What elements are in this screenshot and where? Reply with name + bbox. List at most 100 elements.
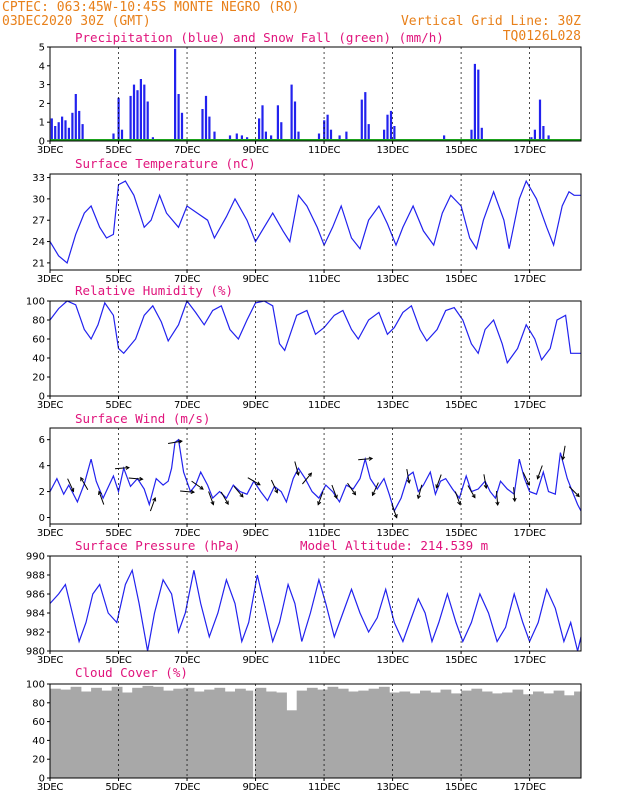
panel-rh: Relative Humidity (%) 0 20 40 60 80 100 3DEC 5DE…: [26, 283, 582, 411]
wind-arrow: [220, 491, 229, 505]
y-tick-label: 80: [32, 316, 45, 327]
precip-bar: [360, 99, 363, 141]
x-tick-label: 9DEC: [242, 274, 268, 285]
wind-arrow: [247, 477, 261, 486]
x-tick-label: 9DEC: [242, 145, 268, 156]
wind-arrow: [191, 480, 204, 490]
precip-bar: [132, 84, 136, 141]
precip-bar: [228, 135, 232, 141]
precip-bar: [477, 69, 480, 141]
cloud-gap: [253, 684, 255, 778]
x-tick-label: 5DEC: [105, 655, 131, 666]
cloud-bar: [183, 687, 195, 778]
wind-arrow-head: [308, 472, 313, 477]
cloud-bar: [276, 692, 287, 778]
precip-bar: [386, 114, 389, 141]
cloud-bar: [543, 693, 555, 778]
wind-arrow-head: [406, 479, 411, 484]
precip-bar: [326, 114, 329, 141]
panel-wind: Surface Wind (m/s) 0 2 4 6 3DEC 5DEC 7DEC 9DEC 11…: [37, 411, 582, 539]
precip-bar: [204, 95, 208, 141]
wind-frame: [49, 427, 582, 525]
y-tick-label: 27: [32, 216, 45, 227]
x-tick-label: 11DEC: [308, 400, 341, 411]
precip-bar: [297, 131, 300, 141]
precip-bar: [174, 48, 177, 141]
precip-bar: [443, 135, 446, 141]
cloud-bar: [235, 688, 246, 778]
y-tick-label: 100: [26, 297, 45, 308]
precip-bar: [547, 135, 550, 141]
wind-arrow: [537, 465, 543, 479]
wind-arrow: [358, 458, 373, 461]
cloud-bar: [337, 688, 349, 778]
pressure-line: [49, 568, 582, 652]
x-tick-label: 11DEC: [308, 528, 341, 539]
x-tick-label: 3DEC: [37, 274, 63, 285]
wind-arrow: [331, 484, 338, 499]
precip-bar: [290, 84, 293, 141]
y-tick-label: 40: [32, 354, 45, 365]
precip-bar: [136, 90, 139, 141]
precip-frame: [49, 46, 582, 142]
cloud-bar: [491, 693, 503, 778]
precip-bar: [542, 126, 545, 141]
x-tick-label: 13DEC: [376, 528, 409, 539]
wind-arrow-head: [98, 490, 102, 495]
wind-arrow-head: [80, 476, 84, 482]
y-tick-label: 21: [32, 258, 45, 269]
x-tick-label: 17DEC: [513, 528, 546, 539]
precip-bar: [74, 94, 77, 141]
x-tick-label: 17DEC: [513, 274, 546, 285]
cloud-bar: [440, 689, 452, 778]
cloud-bar: [70, 686, 82, 778]
cloud-bar: [461, 690, 472, 778]
y-tick-label: 30: [32, 194, 45, 205]
cloud-bar: [286, 710, 298, 778]
precip-bar: [67, 127, 70, 141]
y-tick-label: 6: [39, 435, 45, 446]
cloud-bar: [450, 693, 462, 778]
precip-bar: [120, 129, 124, 141]
cloud-bar: [522, 694, 534, 778]
rh-frame: [49, 300, 582, 397]
cloud-title: Cloud Cover (%): [75, 665, 188, 680]
cloud-bar: [348, 691, 359, 778]
cloud-bar: [245, 690, 257, 778]
precip-bar: [317, 133, 321, 141]
y-tick-label: 0: [39, 774, 45, 785]
x-tick-label: 3DEC: [37, 528, 63, 539]
x-tick-label: 15DEC: [445, 655, 478, 666]
wind-arrow-head: [239, 493, 244, 498]
wind-arrow: [208, 491, 214, 505]
wind-arrow-head: [190, 489, 196, 495]
precip-bar: [293, 101, 297, 141]
wind-arrow: [483, 474, 487, 489]
x-tick-label: 15DEC: [445, 274, 478, 285]
cloud-bar: [265, 691, 277, 778]
y-tick-label: 980: [26, 647, 45, 658]
y-tick-label: 986: [26, 590, 45, 601]
precip-bar: [71, 112, 74, 141]
precip-bar: [61, 116, 64, 141]
wind-arrow-head: [526, 481, 530, 486]
wind-arrow: [168, 440, 182, 444]
panel-cloud: Cloud Cover (%) 0 20 40 60 80 100 3DEC 5DEC 7DEC 9…: [26, 665, 582, 793]
x-tick-label: 3DEC: [37, 655, 63, 666]
wind-arrow: [467, 485, 476, 498]
wind-arrow: [435, 474, 442, 488]
cloud-bar: [173, 688, 185, 778]
precip-bar: [64, 120, 67, 141]
y-tick-label: 33: [32, 173, 45, 184]
precip-bar: [81, 124, 84, 141]
x-tick-label: 11DEC: [308, 782, 341, 793]
panels: Precipitation (blue) and Snow Fall (gree…: [26, 30, 582, 793]
precip-bar: [117, 97, 120, 141]
wind-arrow: [302, 472, 312, 485]
cloud-bar: [574, 691, 582, 778]
wind-arrow-head: [210, 501, 215, 506]
precip-bar: [201, 109, 204, 141]
wind-arrow-head: [536, 475, 541, 480]
model-altitude: Model Altitude: 214.539 m: [300, 538, 488, 553]
